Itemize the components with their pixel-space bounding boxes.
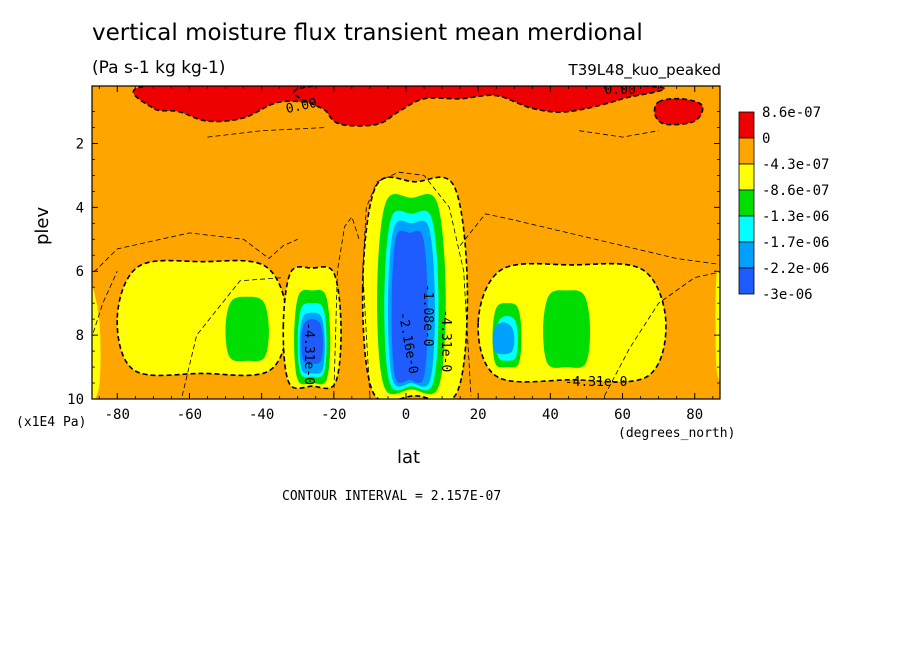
contour-line <box>207 127 327 138</box>
contour-line <box>333 216 360 396</box>
x-tick-label: 20 <box>470 407 487 423</box>
region-edge-yellow <box>92 284 101 399</box>
x-tick-label: 60 <box>614 407 631 423</box>
region-equator-blue <box>391 230 428 384</box>
contour-label: -4.31e-0 <box>565 375 628 390</box>
run-label: T39L48_kuo_peaked <box>568 61 721 79</box>
contour-line <box>459 213 720 265</box>
contour-line <box>362 171 472 396</box>
y-tick-label: 4 <box>76 200 84 216</box>
region-positive-tropics <box>293 86 665 127</box>
x-tick-label: -60 <box>177 407 202 423</box>
contour-line <box>579 130 659 138</box>
colorbar-swatch <box>738 189 755 217</box>
chart-title: vertical moisture flux transient mean me… <box>92 20 643 46</box>
y-unit-label: (x1E4 Pa) <box>16 415 87 430</box>
colorbar-label: -3e-06 <box>762 287 813 303</box>
x-tick-label: -80 <box>105 407 130 423</box>
colorbar-label: -1.7e-06 <box>762 235 829 251</box>
y-tick-label: 2 <box>76 136 84 152</box>
x-tick-label: 40 <box>542 407 559 423</box>
colorbar-label: 0 <box>762 131 770 147</box>
contour-line <box>181 277 284 396</box>
contour-line <box>604 271 720 396</box>
colorbar-swatch <box>738 241 755 269</box>
contour-interval: CONTOUR INTERVAL = 2.157E-07 <box>282 489 502 504</box>
chart-units: (Pa s-1 kg kg-1) <box>92 58 226 78</box>
x-tick-label: 0 <box>402 407 410 423</box>
contour-label: -4.31e-0 <box>301 322 316 385</box>
region-south-green <box>225 296 269 362</box>
colorbar-swatch <box>738 137 755 165</box>
colorbar-label: -1.3e-06 <box>762 209 829 225</box>
x-axis-label: lat <box>397 447 421 468</box>
region-north-jet-lightblue <box>492 322 515 355</box>
x-unit-label: (degrees_north) <box>618 426 736 441</box>
axes: -80 -60 -40 -20 0 20 40 60 80 2 4 6 8 10 <box>67 85 721 423</box>
region-north-green <box>543 290 591 368</box>
region-positive-north <box>653 97 704 126</box>
region-edge-yellow <box>715 269 720 382</box>
x-tick-label: 80 <box>686 407 703 423</box>
contour-label: 0.00 <box>285 96 319 117</box>
colorbar-swatch <box>738 163 755 191</box>
contour-label: 0.00 <box>605 83 636 98</box>
x-tick-label: -40 <box>249 407 274 423</box>
colorbar-label: -2.2e-06 <box>762 261 829 277</box>
colorbar-swatch <box>738 111 755 139</box>
contour-line <box>92 232 298 275</box>
contour-label: -4.31e-0 <box>438 310 453 373</box>
colorbar-swatch <box>738 215 755 243</box>
y-tick-label: 10 <box>67 392 84 408</box>
contour-label: -1.08e-0 <box>420 284 435 347</box>
colorbar-label: -8.6e-07 <box>762 183 829 199</box>
colorbar-label: 8.6e-07 <box>762 105 821 121</box>
y-tick-label: 8 <box>76 328 84 344</box>
colorbar: 8.6e-07 0 -4.3e-07 -8.6e-07 -1.3e-06 -1.7e-06… <box>738 105 829 303</box>
colorbar-label: -4.3e-07 <box>762 157 829 173</box>
contour-field: 0.000.00-4.31e-0 -4.31e-0-2.16e-0 -1.08e-0… <box>92 83 720 399</box>
region-south-jet-blue <box>301 319 324 364</box>
x-tick-label: -20 <box>321 407 346 423</box>
region-positive-south <box>132 86 349 123</box>
colorbar-swatch <box>738 267 755 295</box>
y-tick-label: 6 <box>76 264 84 280</box>
